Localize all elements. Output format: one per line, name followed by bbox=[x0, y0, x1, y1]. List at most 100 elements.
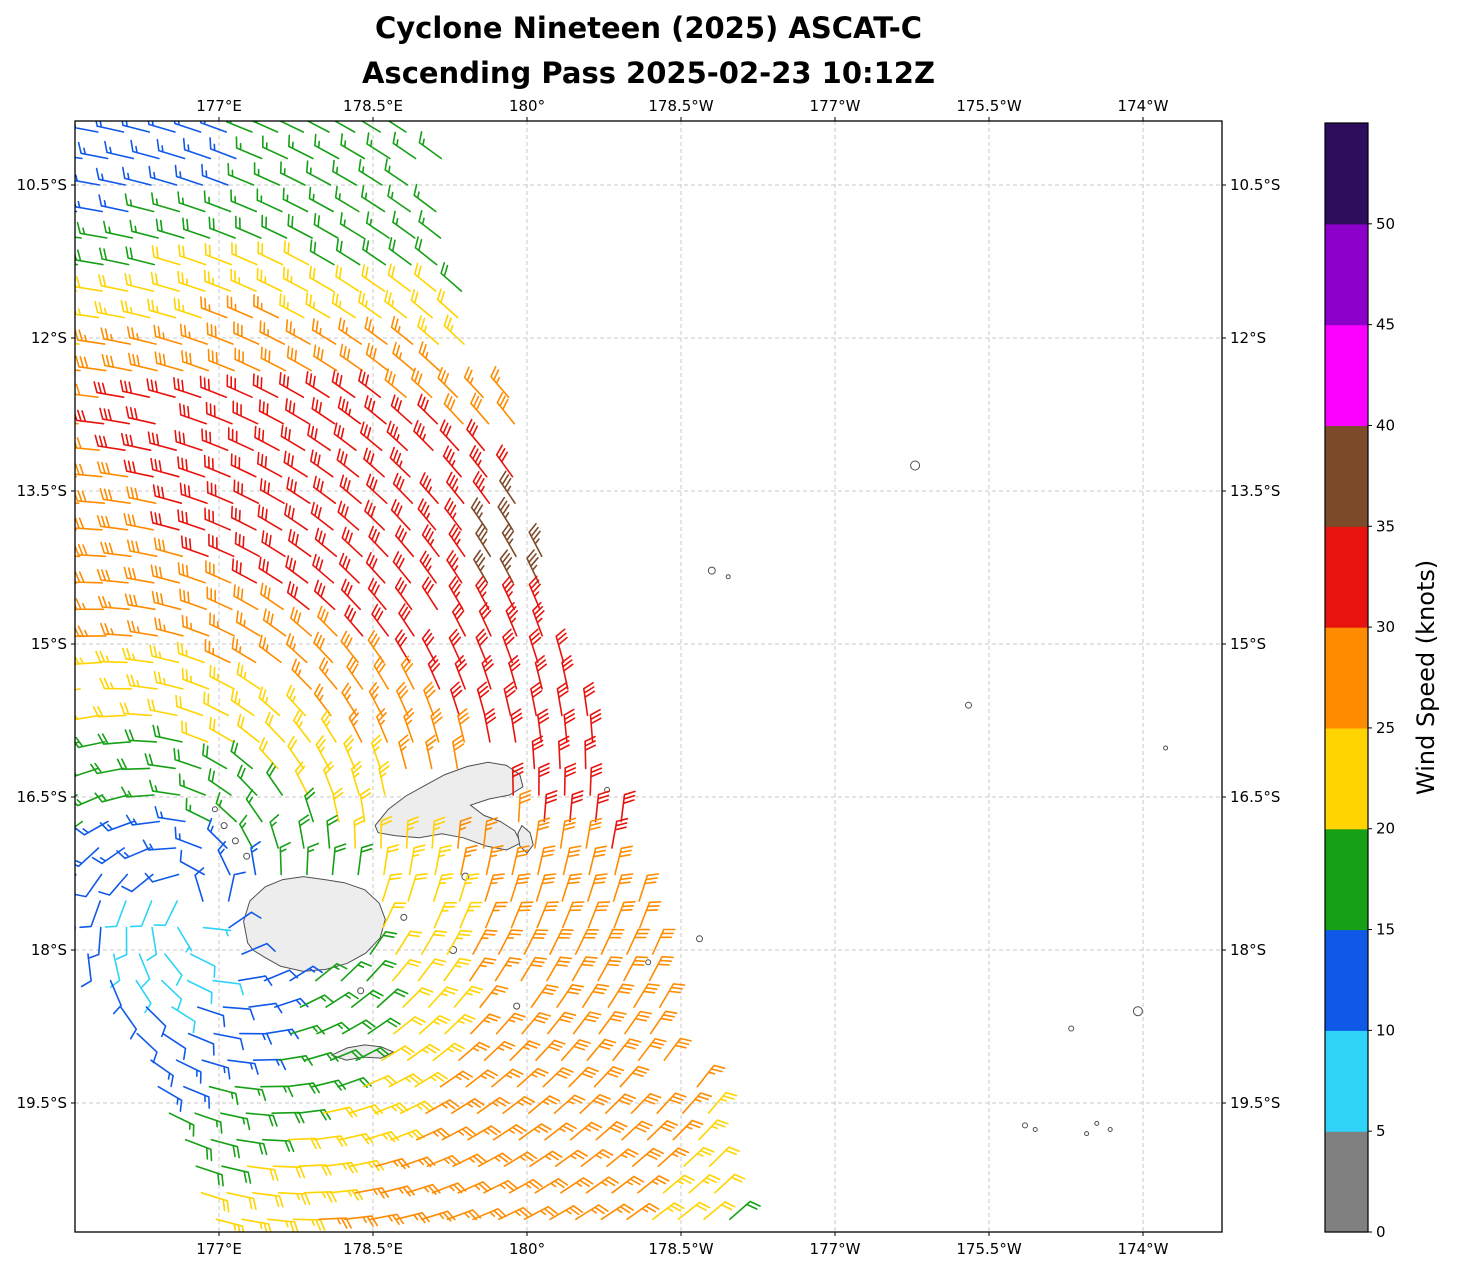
wind-barb bbox=[433, 873, 454, 902]
wind-barb bbox=[75, 820, 109, 836]
wind-barb bbox=[534, 1178, 569, 1194]
wind-barb bbox=[177, 456, 206, 478]
islet bbox=[1094, 1120, 1100, 1126]
wind-barb bbox=[209, 664, 235, 690]
wind-barbs bbox=[75, 121, 761, 1232]
wind-barb bbox=[453, 985, 484, 1008]
wind-barb bbox=[297, 1109, 332, 1121]
wind-barb bbox=[431, 816, 446, 849]
wind-barb bbox=[648, 955, 674, 982]
wind-barb bbox=[446, 471, 465, 504]
island-taveuni bbox=[517, 824, 534, 854]
wind-barb bbox=[253, 162, 280, 186]
wind-barb bbox=[501, 523, 517, 558]
wind-barb bbox=[583, 682, 596, 717]
wind-barb bbox=[203, 454, 231, 478]
wind-barb bbox=[523, 929, 549, 955]
wind-barb bbox=[291, 658, 312, 690]
wind-barb bbox=[360, 121, 381, 133]
x-tick-label-bottom: 177°E bbox=[196, 1240, 242, 1258]
wind-barb bbox=[444, 497, 462, 531]
wind-barb bbox=[225, 121, 253, 133]
wind-barb bbox=[392, 210, 416, 239]
wind-barb bbox=[425, 1099, 460, 1114]
wind-barb bbox=[585, 817, 603, 849]
wind-barb bbox=[421, 576, 438, 611]
wind-barb bbox=[153, 324, 183, 345]
wind-barb bbox=[146, 926, 158, 961]
wind-barb bbox=[241, 1218, 272, 1232]
wind-barb bbox=[231, 558, 258, 584]
wind-barb bbox=[561, 873, 583, 902]
wind-barb bbox=[575, 1204, 609, 1221]
wind-barb bbox=[503, 681, 516, 717]
wind-barb bbox=[279, 372, 305, 398]
wind-barb bbox=[154, 806, 186, 823]
wind-barb bbox=[236, 662, 261, 690]
wind-barb bbox=[408, 844, 426, 876]
wind-barb bbox=[179, 482, 208, 504]
wind-barb bbox=[75, 328, 106, 345]
islet bbox=[513, 1002, 521, 1010]
wind-barb bbox=[235, 136, 263, 160]
wind-barb bbox=[95, 167, 126, 186]
wind-barb bbox=[606, 1148, 639, 1167]
wind-barb bbox=[338, 317, 363, 345]
wind-barb bbox=[503, 1151, 538, 1167]
y-tick-label-left: 13.5°S bbox=[17, 482, 67, 500]
wind-barb bbox=[178, 244, 207, 266]
wind-barb bbox=[448, 628, 462, 664]
wind-barb bbox=[340, 630, 359, 664]
wind-barb bbox=[306, 121, 330, 133]
wind-barb bbox=[144, 753, 176, 770]
wind-barb bbox=[418, 131, 443, 160]
wind-barb bbox=[479, 985, 509, 1008]
wind-barb bbox=[588, 845, 608, 876]
wind-barb bbox=[230, 453, 257, 478]
wind-barb bbox=[425, 734, 437, 770]
wind-barb bbox=[579, 1093, 611, 1114]
wind-barb bbox=[338, 552, 360, 584]
wind-barb bbox=[325, 991, 359, 1008]
wind-barb bbox=[659, 983, 686, 1008]
wind-barb bbox=[698, 1119, 729, 1141]
wind-barb bbox=[339, 343, 364, 372]
wind-barb bbox=[355, 1047, 390, 1061]
y-tick-label-left: 12°S bbox=[31, 329, 67, 347]
wind-barb bbox=[358, 158, 383, 186]
wind-barb bbox=[93, 381, 125, 398]
y-tick-label-right: 12°S bbox=[1230, 329, 1266, 347]
wind-barb bbox=[209, 137, 237, 160]
wind-barb bbox=[417, 393, 439, 425]
islet bbox=[910, 460, 921, 471]
wind-barb bbox=[100, 622, 133, 637]
wind-barb bbox=[266, 762, 283, 796]
wind-barb bbox=[614, 845, 633, 876]
wind-barb bbox=[287, 213, 313, 239]
y-tick-label-right: 16.5°S bbox=[1230, 788, 1280, 806]
wind-barb bbox=[534, 655, 547, 690]
wind-barb bbox=[149, 779, 181, 796]
wind-barb bbox=[206, 586, 233, 611]
wind-barb bbox=[258, 686, 281, 717]
wind-barb bbox=[428, 986, 459, 1008]
wind-barb bbox=[234, 531, 261, 558]
wind-barb bbox=[633, 983, 660, 1008]
wind-barb bbox=[365, 551, 386, 584]
wind-barb bbox=[208, 216, 236, 239]
wind-barb bbox=[285, 398, 310, 425]
colorbar: 0 5 10 15 20 25 30 35 40 45 50 bbox=[1324, 122, 1395, 1241]
wind-barb bbox=[537, 845, 556, 876]
wind-barb bbox=[339, 474, 362, 504]
wind-barb bbox=[367, 577, 387, 611]
wind-barb bbox=[413, 183, 437, 213]
wind-barb bbox=[237, 764, 258, 796]
wind-barb bbox=[549, 929, 574, 955]
wind-barb bbox=[326, 814, 338, 849]
x-tick-label-top: 178.5°E bbox=[343, 97, 403, 115]
wind-barb bbox=[75, 383, 99, 398]
wind-barb bbox=[75, 608, 79, 611]
wind-barb bbox=[405, 816, 419, 849]
wind-barb bbox=[290, 1024, 326, 1035]
wind-barb bbox=[177, 926, 193, 953]
